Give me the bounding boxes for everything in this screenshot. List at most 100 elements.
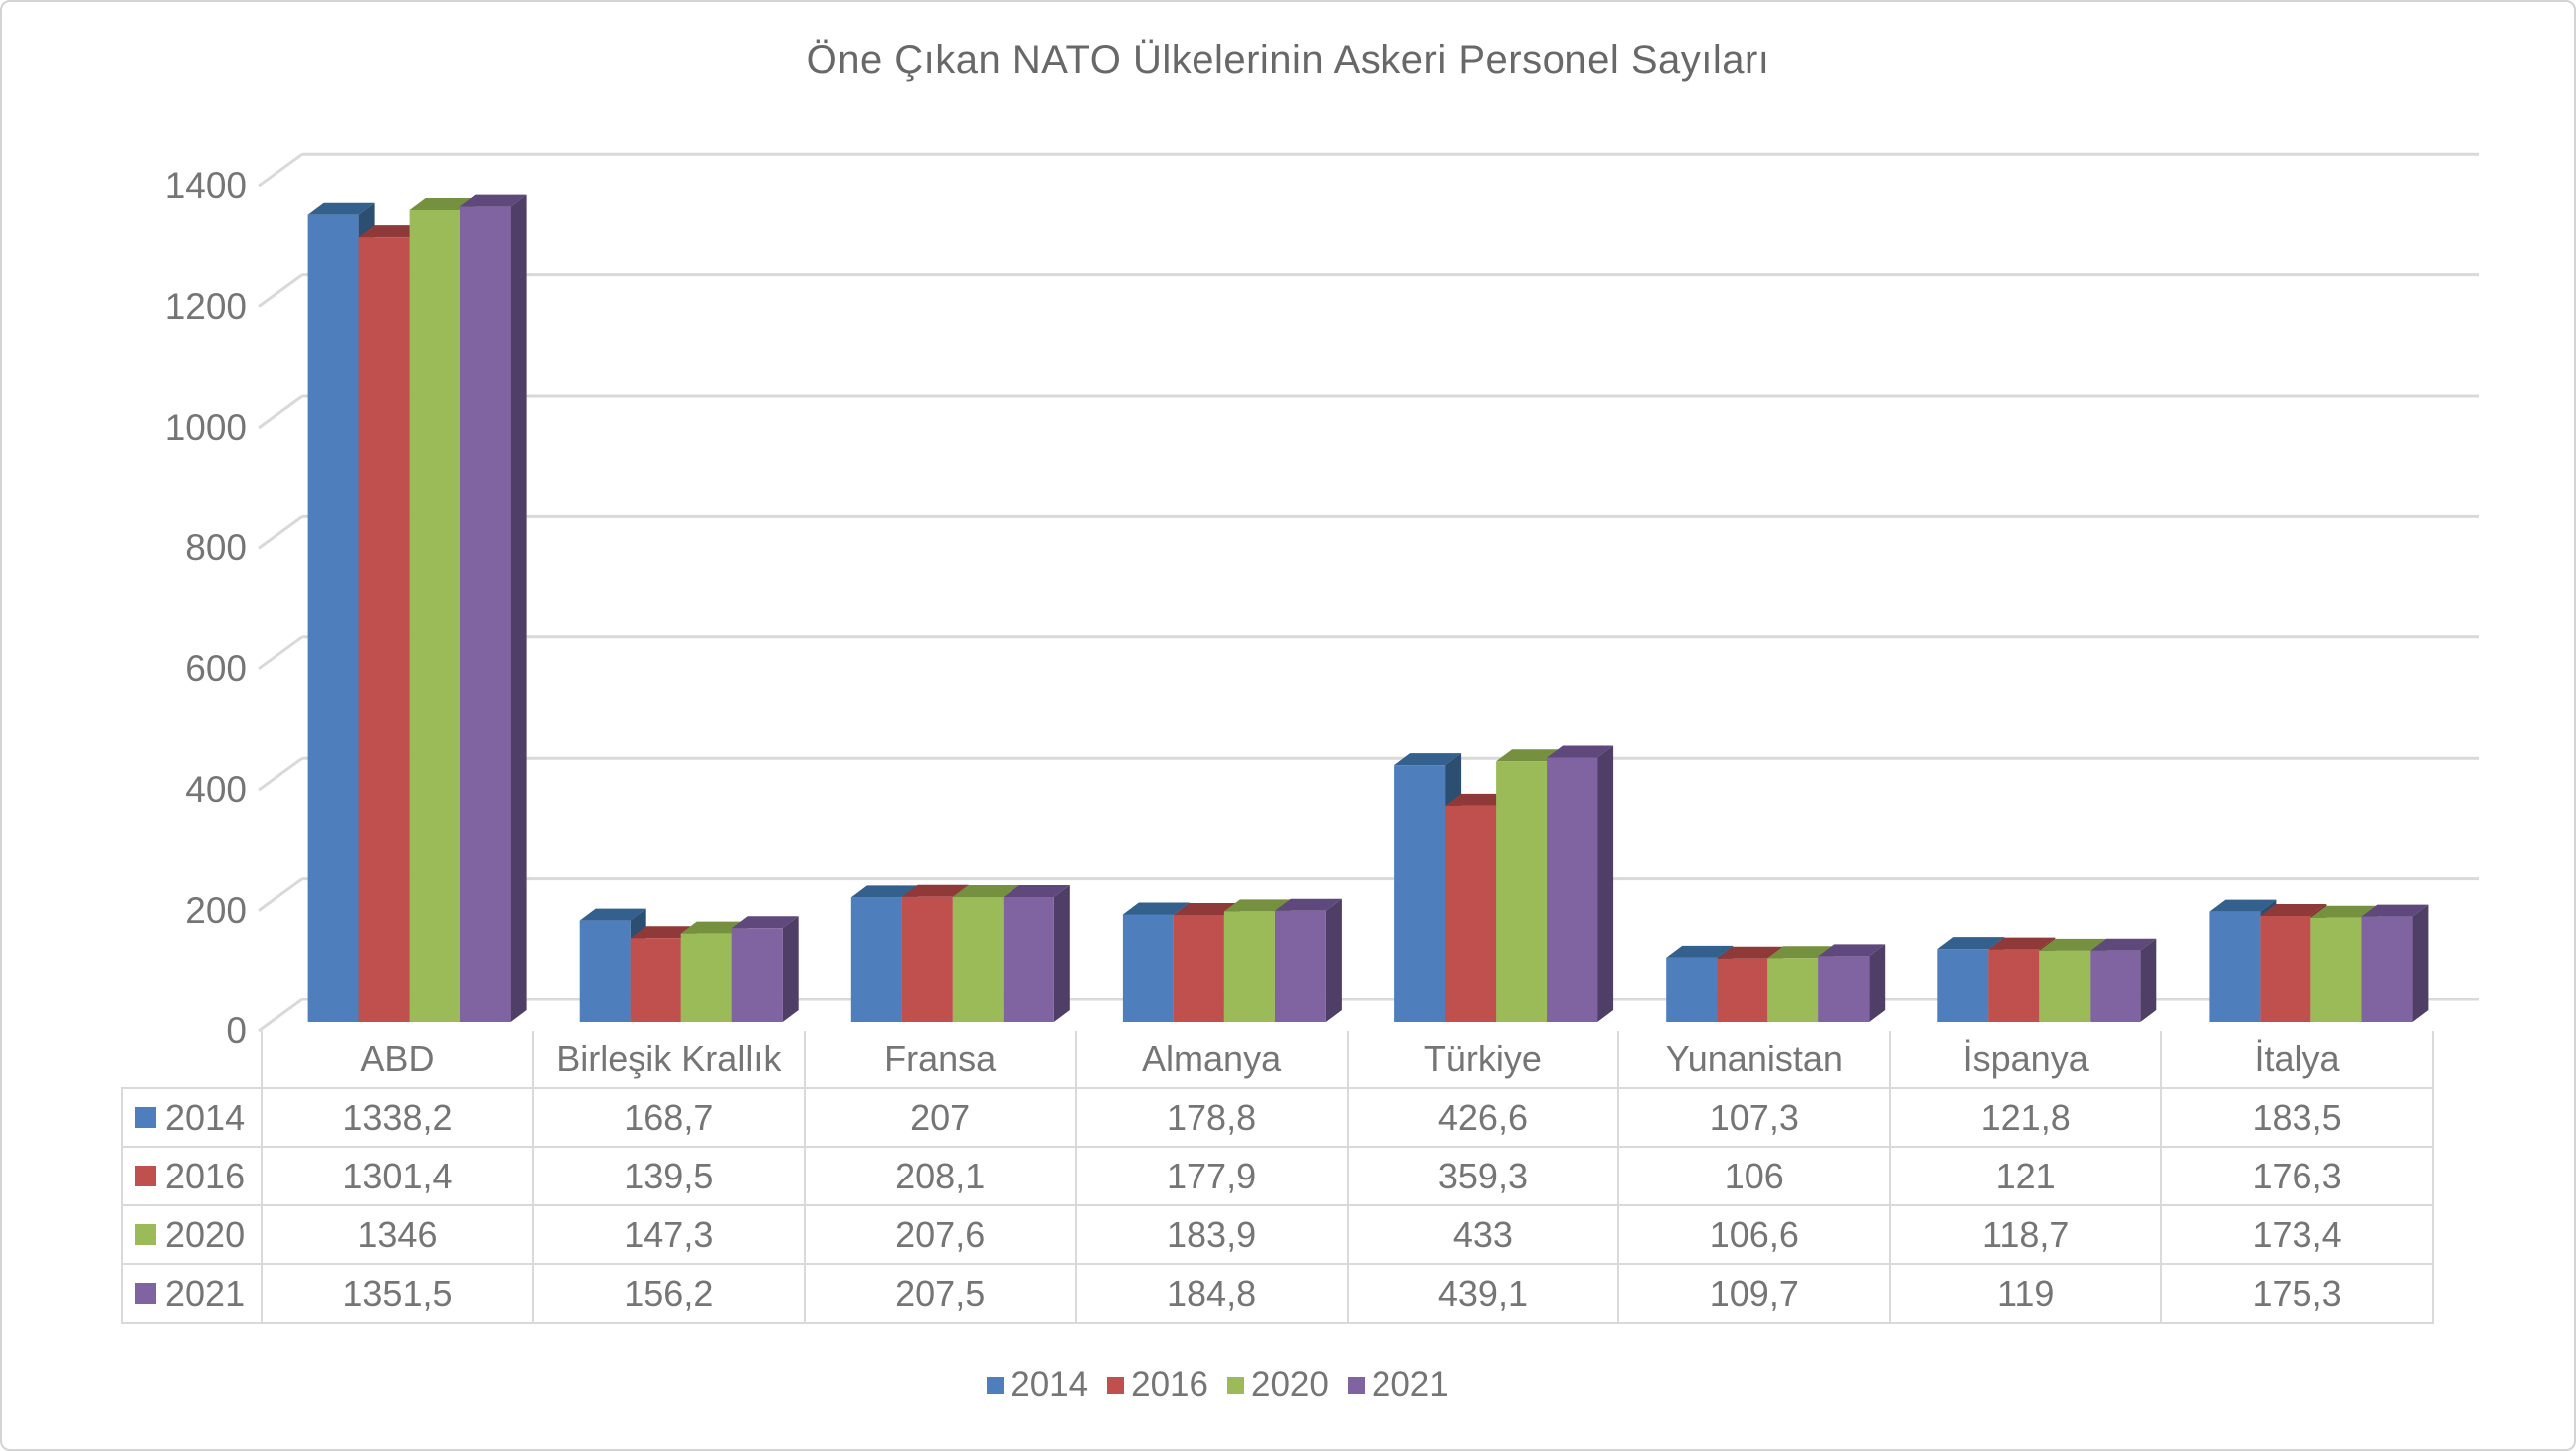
table-cell-2020-Türkiye: 433 — [1346, 1204, 1620, 1265]
bar-face-front — [1496, 761, 1548, 1022]
bar-face-top — [2260, 904, 2327, 916]
table-row-header-2020: 2020 — [121, 1204, 263, 1265]
series-label: 2020 — [165, 1213, 246, 1255]
table-header-ABD: ABD — [261, 1031, 534, 1089]
bar-face-front — [2209, 911, 2261, 1022]
table-cell-2021-Birleşik Krallık: 156,2 — [531, 1263, 806, 1324]
bar-face-front — [1445, 805, 1497, 1022]
table-cell-2021-Türkiye: 439,1 — [1346, 1263, 1620, 1324]
bar-face-front — [1666, 957, 1718, 1022]
bar-face-top — [2361, 904, 2429, 917]
table-cell-2021-ABD: 1351,5 — [261, 1263, 534, 1324]
bar-face-top — [1173, 903, 1240, 915]
legend-item-2016: 2016 — [1107, 1365, 1208, 1405]
table-cell-2021-Almanya: 184,8 — [1074, 1263, 1349, 1324]
table-cell-2014-ABD: 1338,2 — [261, 1087, 534, 1148]
table-cell-2014-İtalya: 183,5 — [2160, 1087, 2434, 1148]
bar-face-front — [2310, 917, 2362, 1022]
bar-face-top — [1394, 753, 1462, 766]
table-cell-2014-Yunanistan: 107,3 — [1617, 1087, 1892, 1148]
bar-face-top — [731, 916, 799, 929]
bar-2021-İtalya — [2361, 904, 2429, 1022]
bar-face-side — [1053, 885, 1070, 1022]
bar-2021-Türkiye — [1547, 745, 1614, 1022]
bar-face-side — [2412, 904, 2429, 1022]
gridline-depth-tick — [258, 152, 303, 188]
bar-face-front — [850, 897, 902, 1022]
bar-face-top — [1496, 749, 1564, 762]
bar-face-front — [630, 938, 681, 1022]
bar-face-front — [1547, 757, 1598, 1022]
bar-face-top — [1445, 793, 1513, 806]
gridline-depth-tick — [258, 515, 303, 550]
gridline-depth-tick — [258, 877, 303, 912]
table-cell-2014-Fransa: 207 — [803, 1087, 1077, 1148]
gridline-depth-tick — [258, 394, 303, 430]
table-row-2021: 2021 1351,5 156,2 207,5 184,8 439,1 109,7 119 17… — [121, 1263, 2434, 1324]
bar-face-top — [680, 921, 748, 934]
bar-face-front — [901, 896, 953, 1022]
legend-label: 2020 — [1251, 1365, 1329, 1404]
table-cell-2021-Fransa: 207,5 — [803, 1263, 1077, 1324]
bar-face-front — [579, 920, 631, 1022]
table-header-İtalya: İtalya — [2160, 1031, 2434, 1089]
series-label: 2016 — [165, 1155, 246, 1196]
bar-face-front — [1988, 949, 2040, 1022]
bar-face-top — [1122, 902, 1190, 915]
legend-label: 2016 — [1131, 1365, 1208, 1404]
table-cell-2016-Fransa: 208,1 — [803, 1146, 1077, 1206]
table-cell-2016-İtalya: 176,3 — [2160, 1146, 2434, 1206]
table-cell-2020-İspanya: 118,7 — [1889, 1204, 2163, 1265]
bar-face-top — [2039, 938, 2107, 951]
legend-item-2021: 2021 — [1347, 1365, 1449, 1405]
bar-face-top — [1988, 937, 2056, 950]
gridline-depth-tick — [258, 273, 303, 308]
table-cell-2021-İspanya: 119 — [1889, 1263, 2163, 1324]
bar-face-front — [1122, 914, 1174, 1022]
bar-face-front — [409, 210, 460, 1022]
legend-label: 2021 — [1371, 1365, 1449, 1404]
table-cell-2016-İspanya: 121 — [1889, 1146, 2163, 1206]
series-swatch-icon — [135, 1107, 156, 1128]
bar-face-front — [460, 206, 511, 1023]
legend-swatch-icon — [987, 1376, 1005, 1394]
bar-face-front — [2090, 950, 2141, 1022]
bar-face-front — [358, 237, 410, 1023]
table-header-Almanya: Almanya — [1074, 1031, 1349, 1089]
bar-face-front — [1818, 956, 1870, 1022]
table-cell-2020-İtalya: 173,4 — [2160, 1204, 2434, 1265]
bar-face-top — [952, 885, 1019, 897]
y-axis-label: 600 — [185, 647, 247, 689]
bar-2021-Almanya — [1274, 898, 1342, 1022]
table-header-Fransa: Fransa — [803, 1031, 1077, 1089]
gridline-depth-tick — [258, 756, 303, 792]
gridline-depth-tick — [258, 998, 303, 1033]
bar-face-front — [2361, 916, 2413, 1022]
table-cell-2014-Almanya: 178,8 — [1074, 1087, 1349, 1148]
bar-face-front — [680, 933, 732, 1022]
table-cell-2014-Birleşik Krallık: 168,7 — [531, 1087, 806, 1148]
bar-face-side — [1869, 944, 1886, 1022]
bar-face-front — [1003, 897, 1054, 1022]
table-cell-2016-Türkiye: 359,3 — [1346, 1146, 1620, 1206]
table-cell-2021-Yunanistan: 109,7 — [1617, 1263, 1892, 1324]
table-cell-2014-Türkiye: 426,6 — [1346, 1087, 1620, 1148]
series-swatch-icon — [135, 1166, 156, 1186]
data-table-grid: ABD Birleşik Krallık Fransa Almanya Türkiye Y… — [121, 1031, 2434, 1324]
table-corner-cell — [122, 1031, 263, 1089]
bar-face-top — [1717, 946, 1784, 959]
table-header-Yunanistan: Yunanistan — [1617, 1031, 1892, 1089]
bar-face-top — [1767, 946, 1835, 959]
bar-face-front — [1173, 915, 1224, 1022]
table-header-Türkiye: Türkiye — [1346, 1031, 1620, 1089]
legend-label: 2014 — [1011, 1365, 1089, 1404]
bar-face-top — [2090, 938, 2157, 951]
legend: 2014 2016 2020 2021 — [2, 1363, 2434, 1407]
bar-face-top — [1274, 898, 1342, 911]
chart-title: Öne Çıkan NATO Ülkelerinin Askeri Person… — [806, 38, 1770, 82]
data-table: ABD Birleşik Krallık Fransa Almanya Türkiye Y… — [121, 1031, 2434, 1324]
legend-item-2020: 2020 — [1227, 1365, 1329, 1405]
bar-face-front — [1274, 910, 1326, 1022]
